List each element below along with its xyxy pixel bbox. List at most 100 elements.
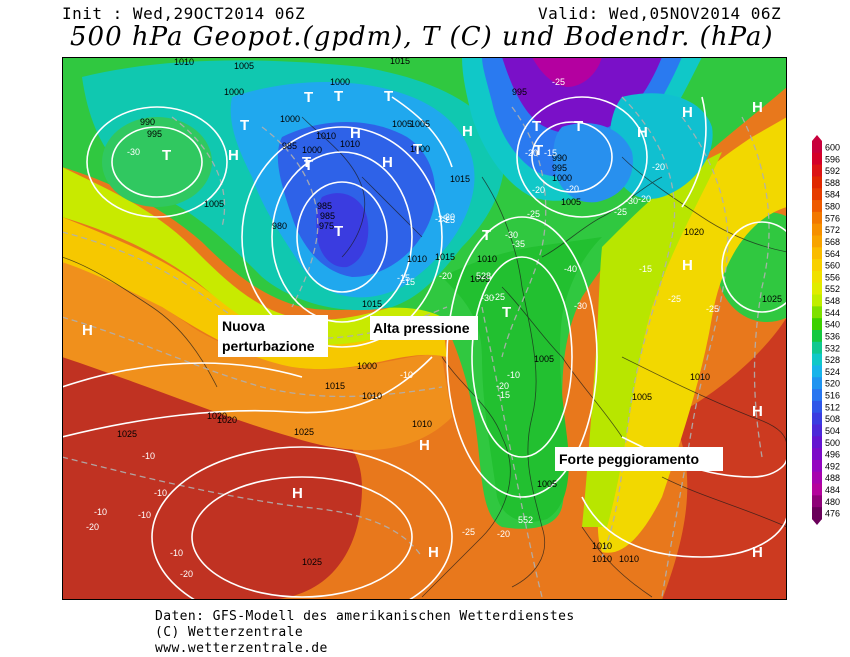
annotation-nuova-line2: perturbazione	[222, 338, 315, 354]
pressure-label: 1010	[619, 554, 639, 564]
legend-swatch	[812, 424, 822, 437]
pressure-label: 1015	[362, 299, 382, 309]
temperature-label: -20	[638, 194, 651, 204]
yellow-east-band	[597, 117, 787, 553]
pressure-label: 1010	[412, 419, 432, 429]
legend-value: 568	[825, 237, 840, 247]
pressure-label: 1015	[390, 57, 410, 66]
legend-swatch	[812, 176, 822, 189]
temperature-label: -20	[652, 162, 665, 172]
legend-value: 564	[825, 249, 840, 259]
pressure-label: 1010	[174, 57, 194, 67]
pressure-label: 1000	[330, 77, 350, 87]
temperature-label: -30	[625, 196, 638, 206]
pressure-center-marker: T	[532, 118, 541, 135]
legend-value: 572	[825, 225, 840, 235]
legend-swatch	[812, 483, 822, 496]
pressure-label: 1020	[207, 411, 227, 421]
pressure-center-marker: T	[304, 89, 313, 106]
legend-value: 476	[825, 509, 840, 519]
temperature-label: -30	[481, 293, 494, 303]
pressure-label: 1020	[217, 415, 237, 425]
temperature-label: -20	[86, 522, 99, 532]
pressure-label: 1000	[552, 173, 572, 183]
legend-swatch	[812, 188, 822, 201]
temperature-label: -10	[142, 451, 155, 461]
cyan-northeast	[609, 93, 713, 199]
temperature-label: -25	[442, 215, 455, 225]
geopotential-label: 528	[476, 271, 491, 281]
pressure-label: 1020	[684, 227, 704, 237]
temperature-label: -20	[497, 529, 510, 539]
legend-swatch	[812, 353, 822, 366]
pressure-label: 975	[319, 221, 334, 231]
legend-value: 516	[825, 391, 840, 401]
temperature-label: -25	[435, 214, 448, 224]
pressure-label: 1010	[340, 139, 360, 149]
pressure-center-marker: H	[419, 437, 430, 454]
legend-value: 544	[825, 308, 840, 318]
temperature-label: -10	[154, 488, 167, 498]
annotation-nuova-perturbazione: Nuova perturbazione	[218, 315, 328, 357]
legend-swatch	[812, 282, 822, 296]
coastlines	[62, 116, 787, 598]
temperature-label: -15	[639, 264, 652, 274]
legend-top-arrow	[812, 135, 822, 141]
legend-swatch	[812, 448, 822, 461]
pressure-label: 1015	[435, 252, 455, 262]
temperature-label: -15	[402, 277, 415, 287]
legend-value: 504	[825, 426, 840, 436]
weather-map: Nuova perturbazione Alta pressione Forte…	[62, 57, 787, 600]
temperature-label: -30	[127, 147, 140, 157]
pressure-label: 1005	[470, 274, 490, 284]
legend-swatch	[812, 400, 822, 414]
temperature-label: -15	[397, 273, 410, 283]
temperature-label: -15	[544, 148, 557, 158]
temperature-label: -25	[552, 77, 565, 87]
legend-value: 600	[825, 142, 840, 152]
temperature-label: -30	[574, 301, 587, 311]
legend-value: 540	[825, 320, 840, 330]
map-labels: 1010 100510001000995990101010009859859751…	[82, 57, 782, 579]
pressure-center-marker: T	[534, 142, 543, 159]
pressure-label: 990	[552, 153, 567, 163]
pressure-label: 1005	[534, 354, 554, 364]
temperature-label: -20	[566, 184, 579, 194]
temperature-label: -20	[439, 271, 452, 281]
annotation-nuova-line1: Nuova	[222, 318, 265, 334]
temperature-label: -10	[507, 370, 520, 380]
pressure-center-marker: T	[334, 88, 343, 105]
legend-value: 576	[825, 213, 840, 223]
pressure-label: 1010	[592, 541, 612, 551]
legend-swatch	[812, 330, 822, 343]
pressure-center-marker: H	[462, 123, 473, 140]
legend-value: 592	[825, 166, 840, 176]
pressure-label: 995	[512, 87, 527, 97]
pressure-center-marker: T	[413, 141, 422, 158]
pressure-center-marker: H	[682, 104, 693, 121]
pressure-label: 995	[552, 163, 567, 173]
legend-value: 508	[825, 414, 840, 424]
pressure-label: 1000	[302, 145, 322, 155]
magenta-polar-core	[532, 57, 602, 87]
legend-value: 524	[825, 367, 840, 377]
pressure-center-marker: T	[482, 227, 491, 244]
pressure-label: 1000	[280, 114, 300, 124]
geopotential-label: 552	[518, 515, 533, 525]
temperature-label: -35	[512, 239, 525, 249]
red-east-region	[662, 317, 787, 600]
legend-value: 584	[825, 190, 840, 200]
legend-swatch	[812, 436, 822, 449]
legend-swatch	[812, 141, 822, 154]
legend-bottom-arrow	[812, 519, 822, 525]
pressure-center-marker: T	[574, 118, 583, 135]
legend-value: 560	[825, 261, 840, 271]
pressure-center-marker: H	[752, 544, 763, 561]
legend-swatch	[812, 270, 822, 284]
legend-value: 484	[825, 485, 840, 495]
pressure-label: 995	[147, 129, 162, 139]
legend-value: 488	[825, 473, 840, 483]
legend-swatch	[812, 365, 822, 378]
legend-value: 528	[825, 355, 840, 365]
pressure-label: 1010	[592, 554, 612, 564]
